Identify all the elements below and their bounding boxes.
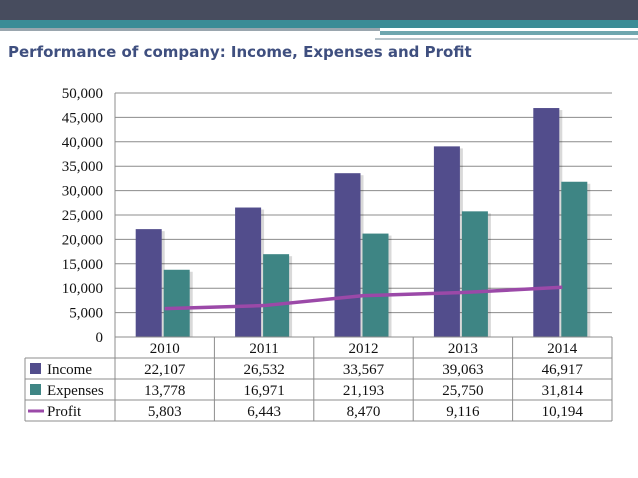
y-tick-label: 45,000 bbox=[62, 110, 103, 126]
header-grey-stripe bbox=[0, 28, 380, 31]
legend-key-expenses bbox=[30, 384, 41, 395]
y-tick-label: 25,000 bbox=[62, 208, 103, 224]
x-category-label: 2010 bbox=[150, 341, 180, 357]
data-label: 6,443 bbox=[247, 404, 281, 420]
data-label: 46,917 bbox=[542, 362, 584, 378]
data-label: 26,532 bbox=[243, 362, 284, 378]
data-label: 31,814 bbox=[542, 383, 584, 399]
data-label: 21,193 bbox=[343, 383, 384, 399]
data-label: 13,778 bbox=[144, 383, 185, 399]
y-tick-label: 15,000 bbox=[62, 257, 103, 273]
expenses-bar bbox=[561, 181, 588, 337]
expenses-bar bbox=[362, 233, 389, 337]
data-label: 33,567 bbox=[343, 362, 385, 378]
x-category-label: 2012 bbox=[349, 341, 379, 357]
income-bar bbox=[533, 108, 560, 337]
income-bar bbox=[135, 229, 162, 337]
y-tick-label: 10,000 bbox=[62, 281, 103, 297]
data-label: 16,971 bbox=[243, 383, 284, 399]
y-tick-label: 30,000 bbox=[62, 184, 103, 200]
profit-line bbox=[164, 285, 563, 311]
slide-title: Performance of company: Income, Expenses… bbox=[8, 43, 472, 61]
y-tick-label: 20,000 bbox=[62, 232, 103, 248]
expenses-bar bbox=[163, 269, 190, 337]
data-label: 39,063 bbox=[442, 362, 483, 378]
y-tick-label: 0 bbox=[96, 330, 104, 346]
y-tick-label: 40,000 bbox=[62, 135, 103, 151]
data-label: 22,107 bbox=[144, 362, 186, 378]
header-teal-stripe bbox=[0, 20, 638, 28]
legend-key-income bbox=[30, 363, 41, 374]
header-band bbox=[0, 0, 638, 20]
income-bar bbox=[235, 207, 262, 337]
y-tick-label: 35,000 bbox=[62, 159, 103, 175]
legend-label: Profit bbox=[47, 404, 82, 420]
y-tick-label: 50,000 bbox=[62, 86, 103, 102]
data-label: 8,470 bbox=[347, 404, 381, 420]
income-bar bbox=[433, 146, 460, 337]
expenses-bar bbox=[263, 254, 290, 337]
income-bar bbox=[334, 173, 361, 337]
x-category-label: 2014 bbox=[547, 341, 578, 357]
x-category-label: 2013 bbox=[448, 341, 478, 357]
legend-label: Income bbox=[47, 362, 92, 378]
x-category-label: 2011 bbox=[249, 341, 278, 357]
data-label: 5,803 bbox=[148, 404, 182, 420]
data-label: 25,750 bbox=[442, 383, 483, 399]
y-tick-label: 5,000 bbox=[69, 306, 103, 322]
header-teal-thin-stripe bbox=[380, 31, 638, 35]
legend-label: Expenses bbox=[47, 383, 104, 399]
expenses-bar bbox=[461, 211, 488, 337]
header-decoration bbox=[0, 0, 638, 40]
header-underline bbox=[375, 38, 638, 40]
data-label: 9,116 bbox=[446, 404, 480, 420]
data-label: 10,194 bbox=[542, 404, 584, 420]
